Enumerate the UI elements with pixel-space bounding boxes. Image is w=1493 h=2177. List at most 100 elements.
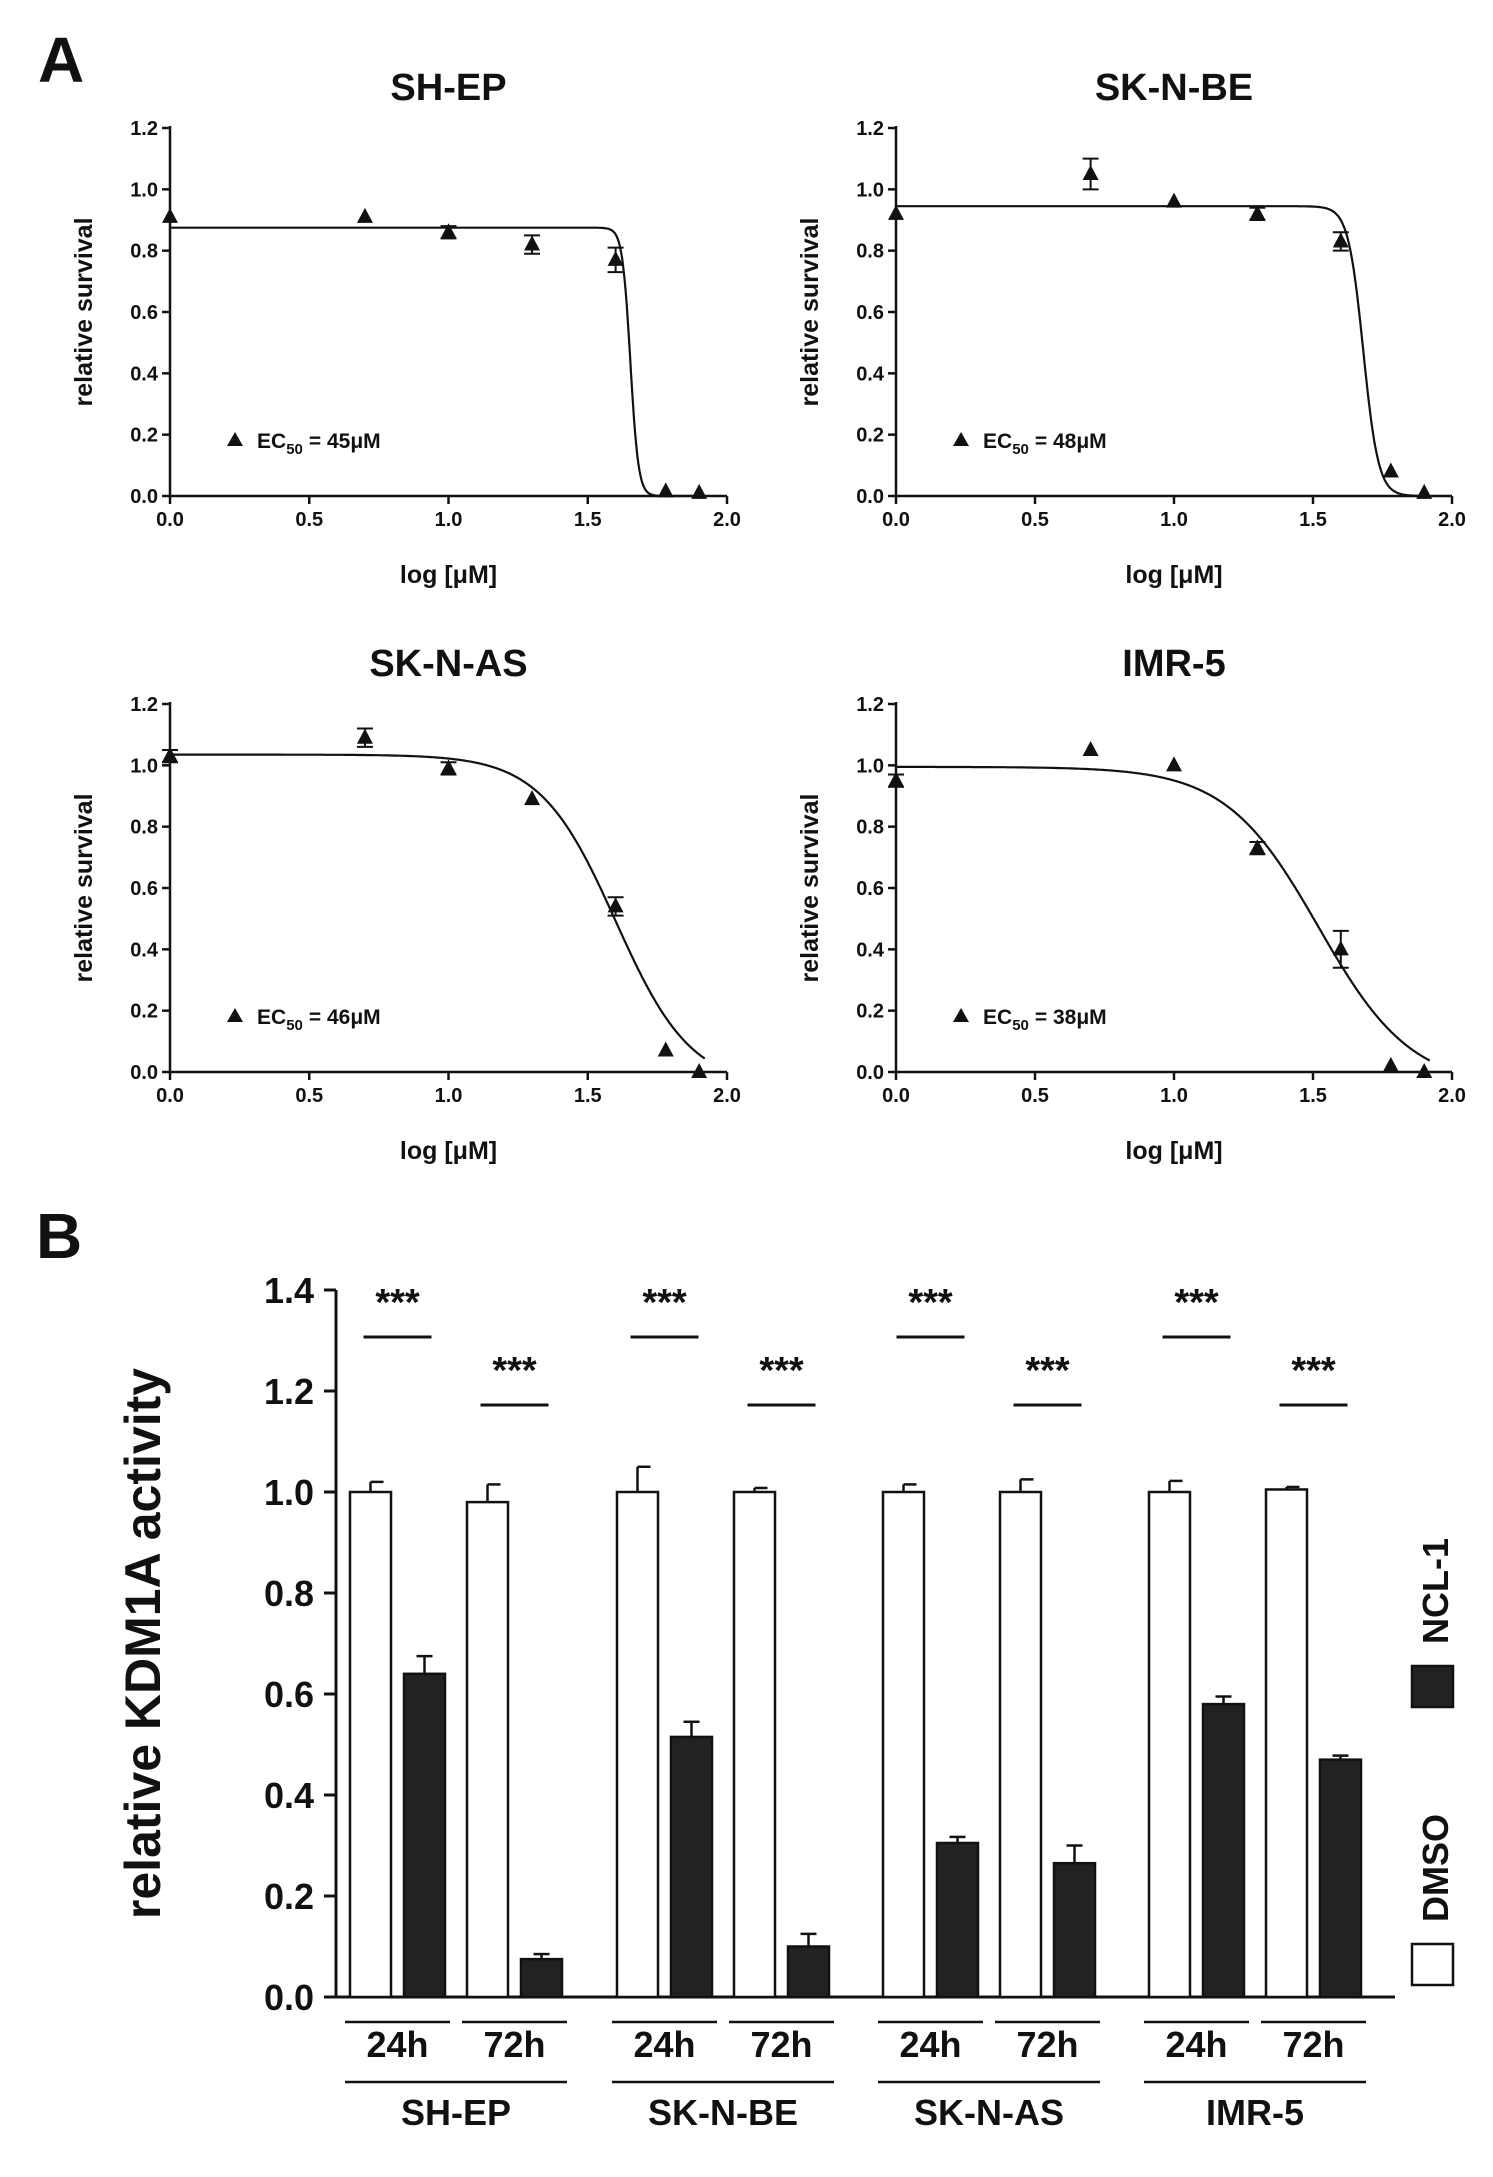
y-tick-label: 0.6 <box>264 1674 314 1715</box>
significance-label: *** <box>759 1350 804 1392</box>
x-tick-label: 0.5 <box>1021 509 1049 531</box>
timepoint-label: 24h <box>633 2024 695 2065</box>
y-tick-label: 1.2 <box>264 1371 314 1412</box>
y-axis-label: relative survival <box>796 217 824 406</box>
y-tick-label: 0.2 <box>130 1001 158 1023</box>
legend-triangle-icon <box>227 432 243 446</box>
data-point-triangle <box>1332 232 1349 248</box>
x-axis-label: log [μM] <box>1125 561 1222 589</box>
bar-ncl1 <box>935 1841 980 1999</box>
significance-label: *** <box>375 1282 420 1324</box>
ec50-subscript: 50 <box>286 1017 303 1034</box>
data-point-triangle <box>356 207 373 223</box>
y-tick-label: 0.0 <box>856 1062 884 1084</box>
y-tick-label: 0.2 <box>264 1876 314 1917</box>
timepoint-label: 24h <box>899 2024 961 2065</box>
data-point-triangle <box>524 235 541 251</box>
bar-dmso <box>998 1490 1043 1999</box>
data-point-triangle <box>607 250 624 266</box>
legend-ncl1-label: NCL-1 <box>1415 1538 1456 1644</box>
x-tick-label: 0.0 <box>882 509 910 531</box>
data-point-triangle <box>607 897 624 913</box>
data-point-triangle <box>1382 1056 1399 1072</box>
data-point-triangle <box>1249 204 1266 220</box>
significance-label: *** <box>492 1350 537 1392</box>
y-tick-label: 0.6 <box>130 302 158 324</box>
bar-dmso <box>881 1490 926 1999</box>
y-tick-label: 0.4 <box>264 1775 314 1816</box>
y-tick-label: 0.8 <box>856 241 884 263</box>
data-point-triangle <box>691 1063 708 1078</box>
ec50-prefix: EC <box>983 430 1012 453</box>
timepoint-label: 72h <box>1282 2024 1344 2065</box>
bar-ncl1 <box>1052 1861 1097 1999</box>
x-tick-label: 2.0 <box>713 1085 741 1107</box>
group-label: SK-N-AS <box>914 2092 1064 2133</box>
panel-b-letter: B <box>36 1200 82 1272</box>
x-tick-label: 0.0 <box>882 1085 910 1107</box>
significance-label: *** <box>1174 1282 1219 1324</box>
ec50-label: EC50 = 45μM <box>257 430 381 458</box>
data-point-triangle <box>1382 462 1399 478</box>
timepoint-label: 72h <box>483 2024 545 2065</box>
y-axis-label: relative survival <box>70 793 98 982</box>
y-axis-label: relative survival <box>796 793 824 982</box>
y-tick-label: 1.2 <box>856 118 884 140</box>
ec50-label: EC50 = 38μM <box>983 1006 1107 1034</box>
panel-a-letter: A <box>38 24 84 96</box>
ec50-prefix: EC <box>257 1006 286 1029</box>
dose-response-panels: SH-EP 0.0 0.2 0.4 0.6 0.8 1.0 1.2 0.0 0.5 1.0 1.5 2.… <box>70 67 1466 1165</box>
timepoint-label: 72h <box>1016 2024 1078 2065</box>
y-tick-label: 0.4 <box>130 939 159 961</box>
x-tick-label: 1.5 <box>1299 1085 1327 1107</box>
x-tick-label: 1.5 <box>1299 509 1327 531</box>
x-tick-label: 1.0 <box>1160 509 1188 531</box>
x-axis-label: log [μM] <box>400 1137 497 1165</box>
y-tick-label: 1.0 <box>264 1472 314 1513</box>
dose-response-plot: SK-N-AS 0.0 0.2 0.4 0.6 0.8 1.0 1.2 0.0 0.5 1.0 1.5… <box>70 643 741 1165</box>
timepoint-label: 24h <box>1165 2024 1227 2065</box>
x-tick-label: 1.5 <box>574 509 602 531</box>
y-tick-label: 1.2 <box>130 118 158 140</box>
data-point-triangle <box>1082 165 1099 180</box>
significance-label: *** <box>1291 1350 1336 1392</box>
y-tick-label: 0.2 <box>856 425 884 447</box>
data-point-triangle <box>691 483 708 499</box>
data-point-triangle <box>1332 940 1349 956</box>
bar-ncl1 <box>1201 1702 1246 1999</box>
group-label: SH-EP <box>401 2092 511 2133</box>
ec50-subscript: 50 <box>1012 1017 1029 1034</box>
bar-dmso <box>1264 1488 1309 1999</box>
x-tick-label: 1.5 <box>574 1085 602 1107</box>
data-point-triangle <box>888 771 904 787</box>
y-tick-label: 0.4 <box>130 363 159 385</box>
ec50-prefix: EC <box>257 430 286 453</box>
dose-response-plot: SH-EP 0.0 0.2 0.4 0.6 0.8 1.0 1.2 0.0 0.5 1.0 1.5 2.… <box>70 67 741 589</box>
y-tick-label: 0.0 <box>264 1977 314 2018</box>
y-tick-label: 0.2 <box>856 1001 884 1023</box>
data-point-triangle <box>1416 483 1433 499</box>
fit-curve <box>896 765 1431 1062</box>
data-point-triangle <box>1166 192 1182 208</box>
y-tick-label: 0.2 <box>130 425 158 447</box>
y-tick-label: 0.8 <box>130 817 158 839</box>
y-tick-label: 1.2 <box>130 694 158 716</box>
kdm1a-activity-chart: 0.0 0.2 0.4 0.6 0.8 1.0 1.2 1.4 relative KDM1A a… <box>115 1270 1456 2133</box>
data-point-triangle <box>1166 756 1182 772</box>
x-tick-label: 2.0 <box>1438 1085 1466 1107</box>
fit-curve <box>170 753 706 1060</box>
ec50-label: EC50 = 48μM <box>983 430 1107 458</box>
x-tick-label: 0.5 <box>295 509 323 531</box>
ec50-value: = 48μM <box>1035 430 1107 453</box>
bar-dmso <box>1147 1490 1192 1999</box>
y-tick-label: 0.8 <box>264 1573 314 1614</box>
y-tick-label: 0.8 <box>856 817 884 839</box>
bar-dmso <box>465 1500 510 1999</box>
legend-dmso-swatch <box>1410 1942 1455 1987</box>
data-point-triangle <box>440 759 457 775</box>
x-axis-label: log [μM] <box>1125 1137 1222 1165</box>
y-tick-label: 0.0 <box>856 486 884 508</box>
data-point-triangle <box>162 747 178 763</box>
significance-label: *** <box>908 1282 953 1324</box>
